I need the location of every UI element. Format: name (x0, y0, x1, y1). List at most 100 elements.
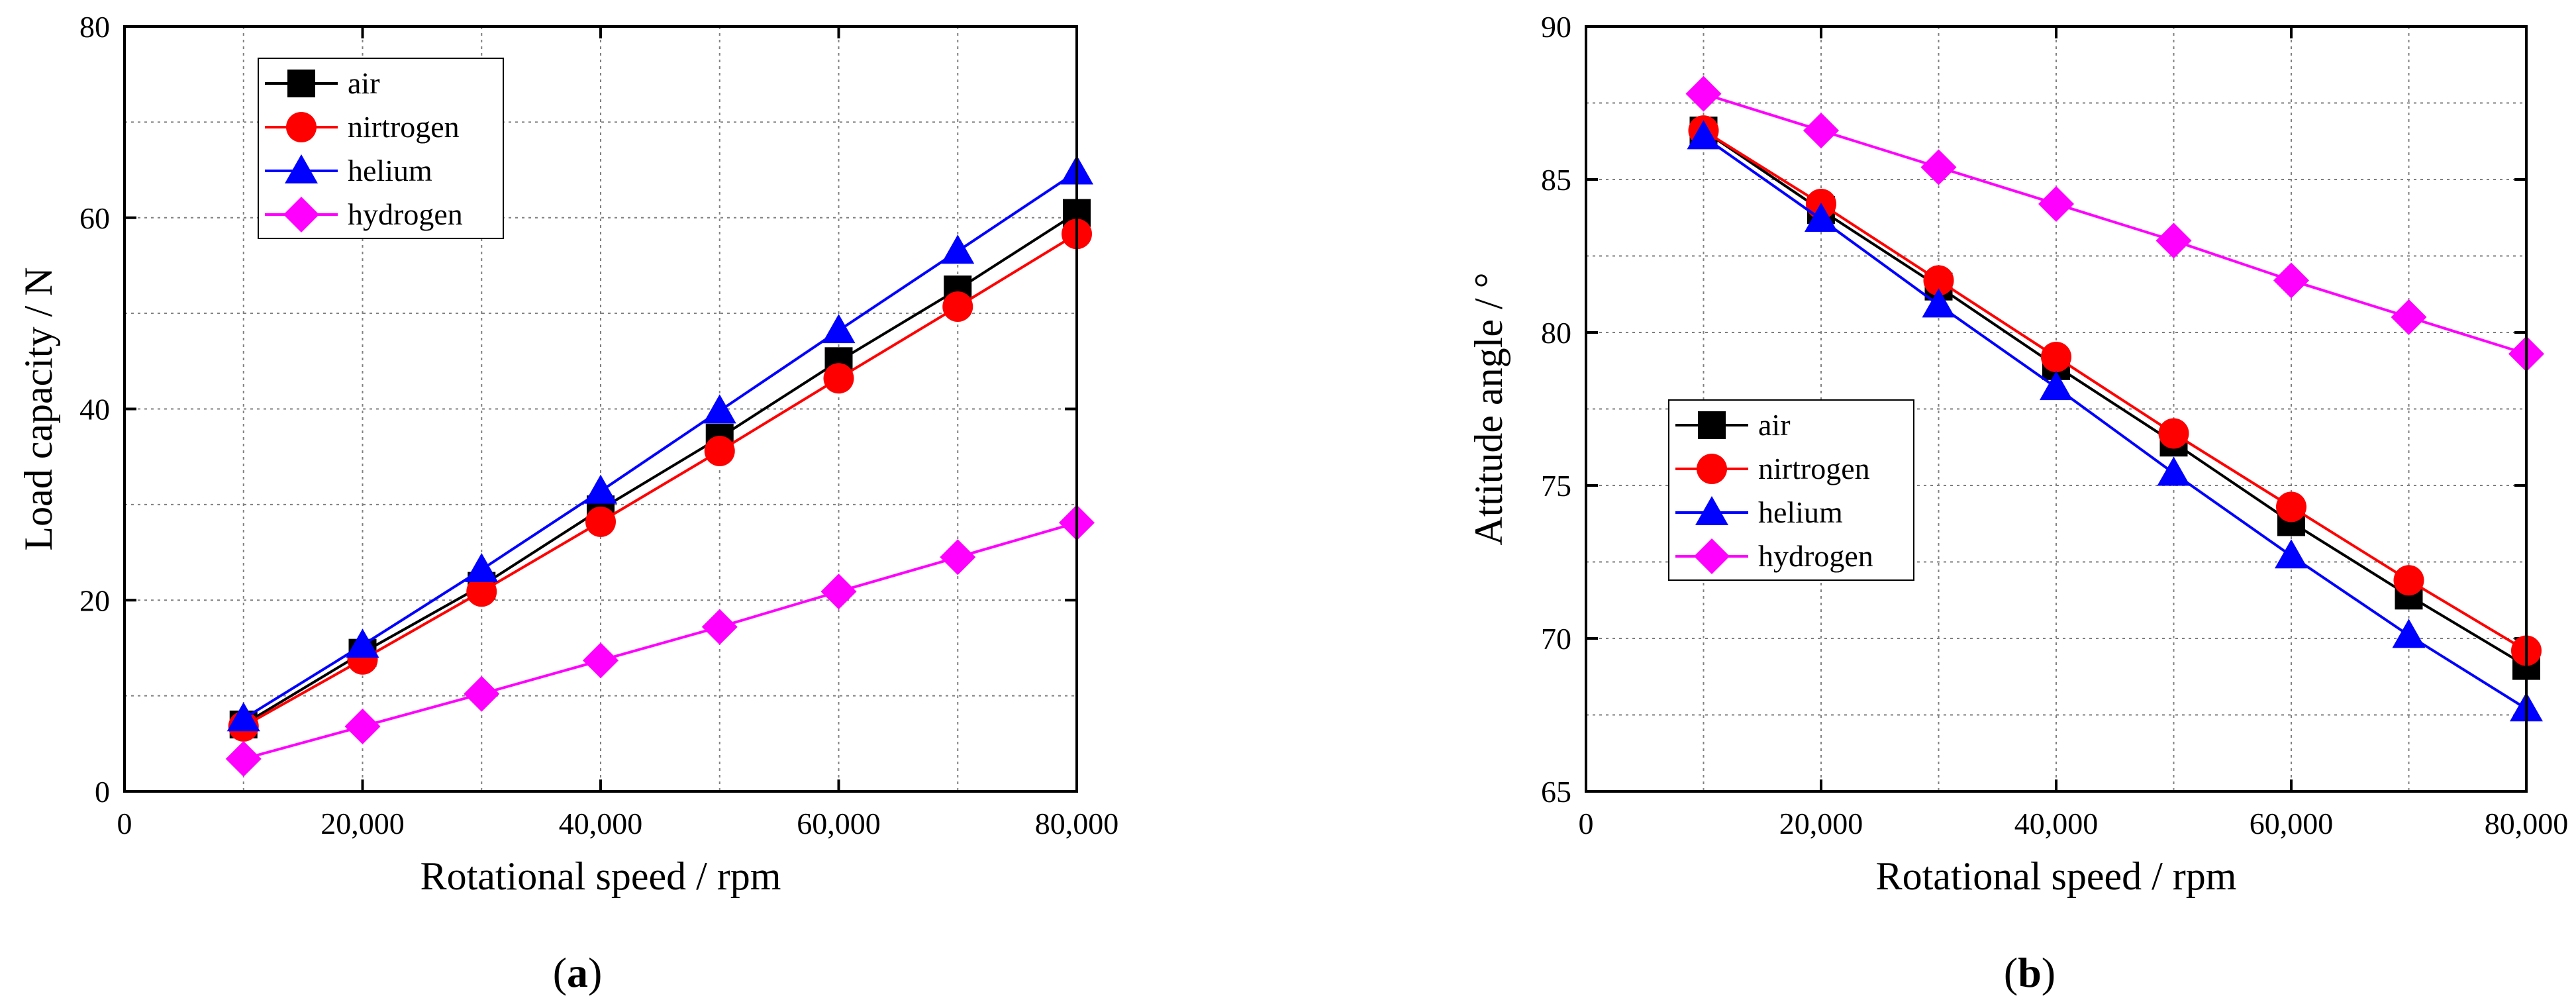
legend-label-hydrogen: hydrogen (348, 197, 463, 231)
y-tick-label: 85 (1541, 163, 1571, 197)
data-point-helium (2392, 619, 2426, 648)
data-point-helium (584, 474, 617, 504)
data-point-helium (1922, 288, 1956, 318)
series-line-nirtrogen (1703, 129, 2528, 652)
series-helium (1687, 120, 2543, 722)
data-point-hydrogen (2155, 223, 2192, 259)
data-point-nirtrogen (1923, 265, 1954, 296)
data-point-helium (346, 628, 379, 658)
x-axis-title: Rotational speed / rpm (421, 854, 781, 898)
legend-label-hydrogen: hydrogen (1758, 539, 1873, 573)
legend-marker-hydrogen (283, 197, 319, 232)
data-point-hydrogen (1920, 149, 1957, 185)
panel-b-attitude-angle-chart: 0 20,000 40,000 60,000 80,000 65 70 75 80 85 90 air… (1467, 10, 2568, 996)
data-point-hydrogen (2391, 299, 2427, 335)
axis-ticks: 0 20,000 40,000 60,000 80,000 0 20 40 60 80 (79, 10, 1118, 840)
data-point-hydrogen (583, 642, 619, 679)
axis-ticks: 0 20,000 40,000 60,000 80,000 65 70 75 80 85 90 (1541, 10, 2568, 840)
legend: air nirtrogen helium hydrogen (1668, 399, 1914, 581)
data-point-nirtrogen (704, 436, 735, 467)
x-tick-label: 60,000 (797, 807, 881, 840)
data-point-nirtrogen (585, 506, 616, 537)
legend-marker-hydrogen (1694, 538, 1730, 574)
y-tick-label: 60 (79, 201, 110, 235)
data-point-hydrogen (464, 676, 500, 712)
y-tick-label: 75 (1541, 469, 1571, 503)
series-line-air (1703, 129, 2528, 668)
panel-label-letter: b (2018, 949, 2042, 996)
data-point-helium (822, 314, 856, 344)
legend-label-nirtrogen: nirtrogen (348, 110, 460, 144)
data-point-helium (703, 394, 736, 424)
data-point-nirtrogen (942, 291, 973, 323)
legend-marker-helium (1695, 496, 1728, 525)
y-tick-label: 40 (79, 393, 110, 426)
series-nirtrogen (1688, 115, 2542, 666)
data-point-hydrogen (701, 609, 738, 645)
x-tick-label: 0 (117, 807, 132, 840)
panel-label-open-paren: ( (553, 949, 567, 996)
data-point-hydrogen (940, 539, 976, 576)
x-tick-label: 20,000 (1779, 807, 1863, 840)
data-point-helium (2275, 539, 2308, 569)
data-point-helium (1687, 120, 1720, 150)
data-point-helium (226, 702, 260, 732)
data-point-nirtrogen (2041, 341, 2071, 372)
y-axis-title: Load capacity / N (17, 267, 60, 550)
y-tick-label: 65 (1541, 775, 1571, 809)
x-axis-title: Rotational speed / rpm (1876, 854, 2237, 898)
legend-label-helium: helium (348, 154, 432, 187)
series-line-helium (242, 170, 1078, 720)
panel-label-open-paren: ( (2004, 949, 2018, 996)
series-hydrogen (225, 505, 1095, 777)
series-line-nirtrogen (242, 232, 1078, 728)
series-helium (226, 155, 1093, 732)
y-tick-label: 20 (79, 583, 110, 617)
data-point-hydrogen (344, 708, 381, 744)
legend-marker-helium (285, 154, 318, 183)
legend-marker-air (287, 70, 315, 97)
x-tick-label: 20,000 (321, 807, 405, 840)
series-line-hydrogen (243, 521, 1077, 760)
x-tick-label: 80,000 (1035, 807, 1119, 840)
series-hydrogen (1685, 75, 2544, 372)
panel-label: (b) (2004, 949, 2056, 996)
y-tick-label: 0 (95, 775, 110, 809)
panel-label: (a) (553, 949, 603, 996)
x-tick-label: 60,000 (2250, 807, 2334, 840)
data-point-helium (2040, 371, 2073, 401)
legend-label-nirtrogen: nirtrogen (1758, 452, 1870, 485)
legend-label-air: air (348, 66, 380, 100)
data-point-nirtrogen (466, 576, 497, 607)
plot-frame (1585, 25, 2528, 793)
y-tick-label: 90 (1541, 10, 1571, 44)
x-tick-label: 0 (1579, 807, 1594, 840)
legend-marker-air (1698, 411, 1726, 439)
y-tick-label: 80 (1541, 316, 1571, 350)
data-point-helium (941, 234, 975, 264)
x-tick-label: 40,000 (2014, 807, 2099, 840)
panel-label-close-paren: ) (588, 949, 602, 996)
panel-a-load-capacity-chart: 0 20,000 40,000 60,000 80,000 0 20 40 60 80 air nir… (17, 10, 1118, 996)
series-line-helium (1703, 135, 2528, 710)
data-point-hydrogen (820, 574, 857, 610)
series-line-air (242, 211, 1078, 726)
data-point-hydrogen (1685, 75, 1722, 112)
x-tick-label: 80,000 (2485, 807, 2569, 840)
data-point-hydrogen (2273, 262, 2309, 299)
data-point-helium (465, 553, 499, 583)
plot-frame (123, 25, 1078, 793)
y-tick-label: 80 (79, 10, 110, 44)
x-tick-label: 40,000 (559, 807, 643, 840)
y-axis-title: Attitude angle / ° (1467, 272, 1511, 545)
legend: air nirtrogen helium hydrogen (258, 58, 504, 239)
data-point-helium (2157, 456, 2191, 486)
legend-label-helium: helium (1758, 495, 1843, 529)
data-point-hydrogen (2038, 185, 2074, 222)
data-point-nirtrogen (2393, 565, 2424, 596)
series-nirtrogen (228, 219, 1092, 742)
data-point-nirtrogen (2276, 491, 2306, 523)
data-point-nirtrogen (823, 363, 854, 394)
series-line-hydrogen (1703, 92, 2527, 356)
